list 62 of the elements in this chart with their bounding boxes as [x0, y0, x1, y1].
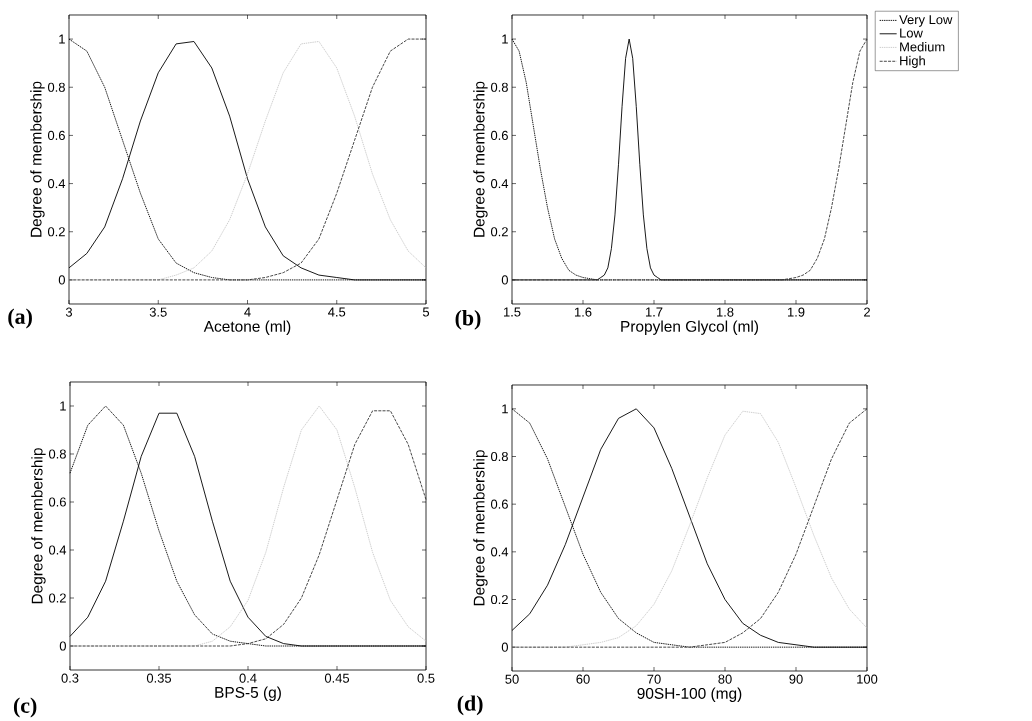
x-tick-label: 1.9 [787, 307, 805, 317]
text: (c) [13, 697, 37, 718]
y-tick-label: 1 [60, 401, 66, 411]
x-tick-label: 80 [718, 674, 732, 684]
x-tick-label: 4.5 [328, 307, 346, 317]
x-tick-label: 0.5 [417, 673, 435, 683]
x-tick-label: 90 [789, 674, 803, 684]
legend-label: Medium [900, 41, 945, 52]
x-axis-title: BPS-5 (g) [215, 686, 281, 701]
x-axis-title: Propylen Glycol (ml) [621, 320, 759, 335]
x-tick-label: 5 [422, 307, 430, 317]
x-tick-label: 1.8 [716, 307, 734, 317]
x-axis-title: Acetone (ml) [203, 320, 291, 335]
x-tick-label: 3.5 [149, 307, 167, 317]
x-tick-label: 4 [244, 307, 251, 317]
y-axis-title: Degree of membership [473, 450, 488, 606]
y-tick-label: 0.8 [47, 82, 65, 92]
x-tick-label: 1.6 [574, 307, 592, 317]
y-tick-label: 0.6 [490, 499, 508, 509]
y-tick-label: 0.4 [48, 545, 67, 555]
y-tick-label: 0.6 [47, 130, 65, 140]
y-tick-label: 1 [502, 404, 508, 414]
x-tick-label: 0.45 [324, 673, 350, 683]
x-tick-label: 1.7 [645, 307, 663, 317]
x-tick-label: 2 [864, 307, 870, 317]
x-tick-label: 50 [505, 674, 519, 684]
y-tick-label: 0 [59, 641, 66, 651]
y-tick-label: 0.4 [490, 547, 509, 557]
x-tick-label: 70 [647, 674, 661, 684]
x-tick-label: 0.35 [146, 673, 172, 683]
text: (a) [8, 308, 32, 329]
y-axis-title: Degree of membership [473, 81, 488, 237]
y-axis-title: Degree of membership [30, 81, 45, 237]
y-tick-label: 0.4 [490, 178, 509, 189]
y-tick-label: 0.6 [48, 497, 66, 507]
y-tick-label: 0.8 [490, 451, 508, 462]
y-tick-label: 0.2 [48, 593, 66, 603]
y-tick-label: 0.8 [48, 449, 66, 459]
y-tick-label: 0 [501, 642, 508, 652]
y-tick-label: 0.2 [47, 227, 65, 237]
y-tick-label: 0.2 [490, 594, 508, 605]
y-tick-label: 0.2 [490, 227, 508, 237]
legend-label: Low [900, 28, 923, 38]
text: (d) [457, 695, 483, 716]
x-tick-label: 0.4 [239, 673, 257, 683]
y-tick-label: 0.6 [490, 130, 508, 140]
x-tick-label: 3 [65, 307, 73, 317]
y-tick-label: 0.8 [490, 82, 508, 92]
x-axis-title: 90SH-100 (mg) [637, 687, 742, 702]
y-axis-title: Degree of membership [31, 448, 46, 604]
y-tick-label: 0 [501, 275, 508, 285]
y-tick-label: 0 [58, 275, 65, 285]
legend-label: Very Low [899, 15, 953, 27]
x-tick-label: 100 [857, 674, 878, 684]
y-tick-label: 0.4 [47, 178, 66, 189]
x-tick-label: 1.5 [503, 307, 521, 317]
legend-label: High [900, 55, 925, 68]
y-tick-label: 1 [502, 34, 508, 44]
text: (b) [455, 309, 481, 330]
x-tick-label: 60 [576, 674, 590, 684]
y-tick-label: 1 [59, 34, 65, 44]
x-tick-label: 0.3 [61, 673, 79, 683]
